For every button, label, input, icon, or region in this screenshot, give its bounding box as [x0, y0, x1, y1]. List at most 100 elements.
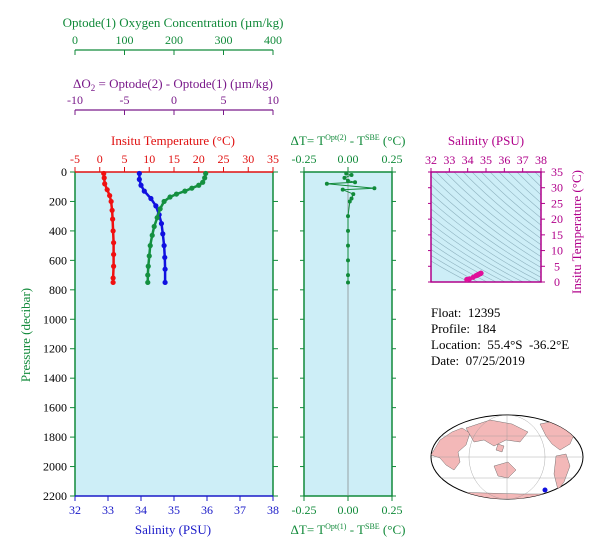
land-islands: [495, 443, 505, 453]
ts-x-tick-label: 34: [462, 153, 474, 167]
temperature-profile-point: [104, 187, 110, 193]
oxygen-profile-point: [154, 215, 160, 221]
delta-t-point: [349, 196, 354, 201]
oxygen-profile-point: [202, 175, 208, 181]
temperature-tick-label: 10: [143, 152, 155, 166]
ts-density-contour: [431, 192, 541, 273]
map-land: [431, 419, 581, 499]
ts-x-tick-label: 32: [425, 153, 437, 167]
ts-density-contour: [498, 172, 541, 211]
oxygen-profile-point: [145, 272, 151, 278]
ts-density-contour: [462, 172, 541, 239]
ts-density-contour: [453, 172, 541, 246]
land-south-america: [553, 453, 571, 491]
temperature-profile-point: [110, 228, 116, 234]
ts-density-contour: [431, 175, 541, 263]
ts-y-tick-label: 35: [551, 165, 563, 179]
pressure-tick-label: 1400: [43, 371, 67, 385]
oxygen-axis: Optode(1) Oxygen Concentration (µm/kg) 0…: [63, 15, 284, 55]
oxygen-profile-point: [146, 253, 152, 259]
oxygen-profile-point: [203, 170, 209, 177]
temperature-axis-title: Insitu Temperature (°C): [111, 133, 235, 148]
info-date: Date: 07/25/2019: [431, 353, 525, 368]
salinity-profile-point: [162, 254, 168, 261]
delta-t-top-title-mid: - T: [346, 133, 365, 148]
ts-density-contour: [431, 254, 479, 282]
temperature-tick-label: 30: [242, 152, 254, 166]
delta-t-top-title-a: ΔT= T: [291, 133, 326, 148]
float-location-marker: [542, 487, 548, 493]
salinity-tick-label: 36: [201, 503, 213, 517]
ts-density-contour: [431, 260, 470, 282]
delta-t-bottom-title-mid: - T: [346, 522, 365, 537]
salinity-tick-label: 37: [234, 503, 246, 517]
pressure-tick-label: 1000: [43, 312, 67, 326]
salinity-profile-point: [148, 195, 154, 202]
oxygen-tick-label: 200: [165, 33, 183, 47]
delta-t-bottom-title-a: ΔT= T: [291, 522, 326, 537]
oxygen-tick-label: 0: [72, 33, 78, 47]
ts-density-contour: [516, 172, 541, 196]
ts-density-contour: [431, 229, 515, 282]
ts-density-contour: [431, 208, 541, 282]
ts-point: [474, 272, 480, 278]
salinity-profile-point: [162, 279, 168, 286]
delta-t-point: [346, 214, 350, 219]
oxygen-profile-point: [157, 206, 163, 212]
oxygen-axis-title: Optode(1) Oxygen Concentration (µm/kg): [63, 15, 284, 30]
ts-density-contour: [431, 200, 541, 278]
pressure-tick-label: 200: [49, 194, 67, 208]
delta-t-point: [351, 192, 356, 197]
temperature-profile-point: [111, 240, 117, 246]
delta-t-point: [346, 273, 350, 278]
ts-density-contour: [431, 215, 533, 282]
temperature-profile-point: [107, 192, 113, 199]
pressure-tick-label: 400: [49, 224, 67, 238]
delta-o2-tick-label: 0: [171, 93, 177, 107]
ts-density-contour: [471, 172, 541, 233]
ts-density-contour: [431, 243, 497, 282]
ts-y-tick-label: 0: [554, 275, 560, 289]
temperature-tick-label: 35: [267, 152, 279, 166]
pressure-tick-label: 1800: [43, 430, 67, 444]
delta-t-point: [346, 243, 350, 248]
oxygen-tick-label: 100: [116, 33, 134, 47]
ts-y-tick-label: 10: [551, 244, 563, 258]
delta-o2-axis: ΔO2 = Optode(2) - Optode(1) (µm/kg) -10-…: [67, 76, 279, 115]
ts-density-contour: [431, 184, 541, 268]
ts-density-contour: [444, 172, 541, 252]
salinity-profile-point: [162, 266, 168, 272]
land-asia: [465, 419, 529, 447]
float-info: Float: 12395 Profile: 184 Location: 55.4…: [431, 305, 569, 369]
delta-t-top-title-end: (°C): [380, 133, 406, 148]
delta-o2-axis-ticks: -10 -5 0 5 10: [67, 93, 279, 115]
temperature-profile-point: [102, 181, 108, 187]
ts-x-tick-label: 35: [480, 153, 492, 167]
ts-diagram-title: Salinity (PSU): [448, 133, 524, 148]
ts-density-contour: [435, 172, 541, 257]
delta-t-point: [344, 171, 349, 176]
ts-density-contour: [580, 172, 608, 282]
salinity-tick-label: 34: [135, 503, 147, 517]
info-location: Location: 55.4°S -36.2°E: [431, 337, 570, 352]
delta-t-bottom-title-sup: Opt(1): [325, 522, 347, 531]
ts-background: [431, 172, 541, 282]
map-graticule: [431, 415, 583, 499]
temperature-tick-label: -5: [70, 152, 80, 166]
ts-x-tick-label: 33: [443, 153, 455, 167]
oxygen-profile-point: [200, 179, 206, 185]
delta-t-bottom-tick-label: 0.00: [338, 503, 359, 517]
oxygen-profile-point: [145, 279, 151, 286]
delta-t-point: [372, 186, 377, 191]
temperature-profile-point: [101, 170, 107, 177]
world-map: [430, 414, 584, 500]
pressure-tick-label: 2200: [43, 489, 67, 503]
temperature-tick-label: 5: [122, 152, 128, 166]
salinity-profile-point: [136, 176, 142, 182]
delta-t-point: [346, 280, 350, 285]
salinity-profile-point: [158, 220, 165, 227]
ts-x-tick-label: 38: [535, 153, 547, 167]
delta-t-bottom-title-sup2: SBE: [365, 522, 380, 531]
